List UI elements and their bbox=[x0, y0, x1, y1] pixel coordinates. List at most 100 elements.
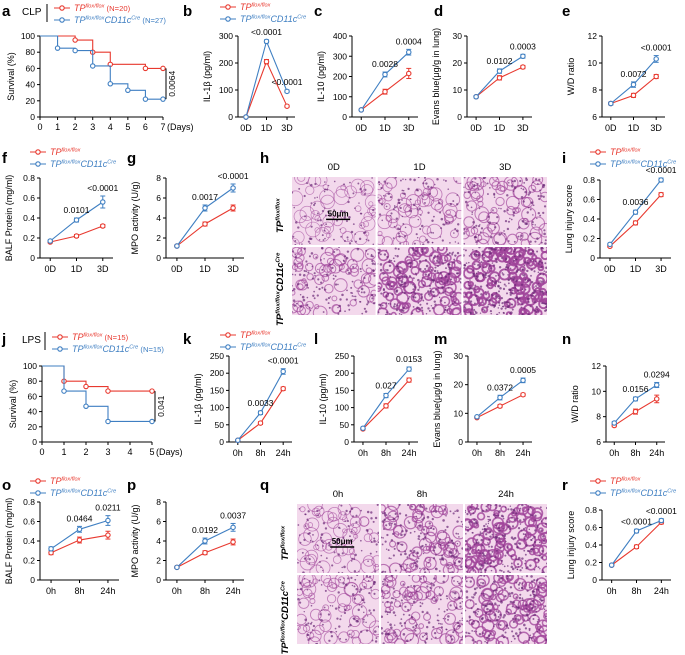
nucleus bbox=[442, 519, 445, 522]
nucleus bbox=[545, 266, 548, 270]
nucleus bbox=[422, 516, 426, 520]
tissue-wall bbox=[362, 273, 376, 288]
tissue-wall bbox=[323, 225, 331, 233]
nucleus bbox=[432, 290, 435, 294]
nucleus bbox=[348, 242, 352, 245]
nucleus bbox=[438, 570, 441, 572]
y-tick-label: 30 bbox=[454, 351, 464, 361]
nucleus bbox=[486, 641, 488, 644]
survival-curve bbox=[42, 365, 152, 423]
tissue-wall bbox=[506, 575, 520, 585]
nucleus bbox=[408, 596, 411, 598]
y-axis-label: Lung injury score bbox=[564, 185, 574, 254]
nucleus bbox=[450, 266, 453, 269]
tissue-wall bbox=[419, 567, 430, 573]
nucleus bbox=[517, 542, 520, 545]
nucleus bbox=[471, 211, 474, 214]
nucleus bbox=[343, 216, 347, 219]
nucleus bbox=[446, 279, 449, 282]
p-value-label: 0.0037 bbox=[220, 510, 246, 520]
nucleus bbox=[536, 310, 539, 313]
tissue-wall bbox=[535, 276, 546, 287]
nucleus bbox=[365, 629, 369, 632]
tissue-wall bbox=[401, 302, 410, 310]
nucleus bbox=[499, 248, 502, 251]
nucleus bbox=[507, 181, 510, 184]
nucleus bbox=[377, 263, 379, 265]
nucleus bbox=[377, 196, 379, 199]
nucleus bbox=[360, 224, 362, 227]
nucleus bbox=[537, 588, 540, 591]
nucleus bbox=[502, 563, 504, 566]
nucleus bbox=[438, 587, 441, 589]
nucleus bbox=[460, 638, 463, 641]
tissue-wall bbox=[416, 504, 426, 513]
nucleus bbox=[416, 237, 419, 239]
nucleus bbox=[320, 281, 323, 284]
nucleus bbox=[336, 543, 339, 546]
nucleus bbox=[503, 230, 505, 232]
tissue-wall bbox=[503, 177, 519, 191]
panel-letter-d: d bbox=[434, 3, 443, 20]
tissue-wall bbox=[495, 196, 505, 207]
nucleus bbox=[331, 605, 334, 607]
nucleus bbox=[439, 598, 442, 601]
nucleus bbox=[446, 608, 449, 611]
nucleus bbox=[473, 274, 476, 277]
nucleus bbox=[345, 638, 348, 641]
nucleus bbox=[470, 291, 473, 294]
tissue-wall bbox=[292, 190, 304, 207]
nucleus bbox=[343, 611, 347, 615]
nucleus bbox=[529, 240, 532, 243]
data-point bbox=[658, 517, 665, 524]
nucleus bbox=[529, 305, 532, 308]
x-tick-label: 1D bbox=[379, 123, 391, 133]
tissue-wall bbox=[436, 529, 448, 541]
nucleus bbox=[467, 546, 469, 548]
y-axis-label: Evans blue(μg/g in lung) bbox=[432, 350, 442, 447]
nucleus bbox=[389, 215, 392, 217]
nucleus bbox=[297, 226, 300, 229]
x-tick-label: 1D bbox=[199, 264, 211, 274]
nucleus bbox=[490, 504, 492, 507]
nucleus bbox=[508, 575, 511, 577]
nucleus bbox=[531, 281, 534, 284]
nucleus bbox=[414, 629, 417, 632]
nucleus bbox=[436, 259, 439, 262]
tissue-wall bbox=[385, 209, 400, 224]
nucleus bbox=[406, 255, 408, 258]
nucleus bbox=[465, 509, 467, 512]
nucleus bbox=[434, 510, 438, 513]
nucleus bbox=[463, 311, 465, 313]
nucleus bbox=[495, 222, 498, 225]
nucleus bbox=[420, 513, 424, 516]
nucleus bbox=[404, 550, 407, 553]
nucleus bbox=[428, 522, 431, 525]
panel-letter-i: i bbox=[562, 150, 566, 167]
nucleus bbox=[342, 259, 345, 262]
nucleus bbox=[481, 582, 485, 585]
nucleus bbox=[331, 564, 334, 567]
nucleus bbox=[363, 611, 365, 614]
nucleus bbox=[478, 564, 481, 566]
tissue-wall bbox=[510, 177, 523, 188]
nucleus bbox=[336, 636, 339, 638]
tissue-wall bbox=[443, 280, 457, 294]
nucleus bbox=[364, 310, 368, 313]
nucleus bbox=[498, 510, 501, 513]
nucleus bbox=[386, 600, 389, 604]
nucleus bbox=[449, 295, 452, 298]
nucleus bbox=[519, 593, 522, 596]
panel-letter-g: g bbox=[127, 150, 136, 167]
y-tick-label: 0.8 bbox=[23, 173, 35, 183]
nucleus bbox=[516, 517, 519, 520]
nucleus bbox=[337, 571, 340, 573]
nucleus bbox=[469, 279, 471, 281]
nucleus bbox=[514, 542, 517, 546]
nucleus bbox=[485, 276, 487, 279]
nucleus bbox=[512, 620, 516, 623]
nucleus bbox=[368, 592, 371, 595]
tissue-wall bbox=[327, 512, 338, 522]
y-axis-label: MPO activity (U/g) bbox=[130, 181, 140, 254]
